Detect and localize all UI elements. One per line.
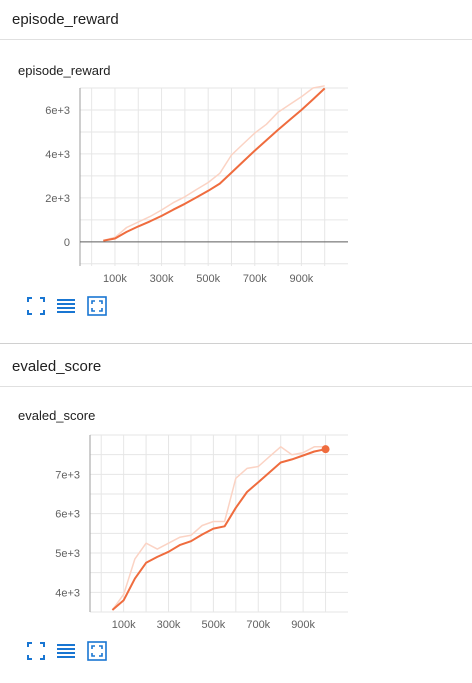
x-tick-label: 700k bbox=[243, 273, 267, 285]
chart-title: episode_reward bbox=[18, 63, 111, 78]
raw-series-line bbox=[111, 446, 326, 611]
y-tick-label: 2e+3 bbox=[45, 193, 70, 205]
x-tick-label: 700k bbox=[246, 619, 270, 631]
episode-reward-chart[interactable]: 0 2e+3 4e+3 6e+3 100k 300k 500k 700k 900k bbox=[0, 0, 472, 300]
list-icon[interactable] bbox=[56, 641, 76, 661]
x-tick-label: 900k bbox=[291, 619, 315, 631]
fit-domain-icon[interactable] bbox=[87, 641, 107, 661]
y-tick-label: 6e+3 bbox=[45, 105, 70, 117]
section-header-episode-reward[interactable]: episode_reward bbox=[0, 0, 472, 40]
last-point-marker bbox=[321, 445, 330, 454]
expand-icon[interactable] bbox=[26, 641, 46, 661]
x-tick-label: 300k bbox=[150, 273, 174, 285]
smoothed-series-line bbox=[103, 87, 326, 242]
y-tick-label: 7e+3 bbox=[55, 469, 80, 481]
section-title: episode_reward bbox=[12, 11, 119, 28]
x-tick-label: 300k bbox=[157, 619, 181, 631]
list-icon[interactable] bbox=[56, 296, 76, 316]
smoothed-series-line bbox=[111, 448, 326, 611]
fit-domain-icon[interactable] bbox=[87, 296, 107, 316]
raw-series-line bbox=[103, 85, 325, 242]
x-tick-label: 500k bbox=[201, 619, 225, 631]
y-tick-label: 5e+3 bbox=[55, 548, 80, 560]
evaled-score-chart[interactable]: 4e+3 5e+3 6e+3 7e+3 100k 300k 500k 700k 900k bbox=[0, 0, 472, 640]
y-tick-label: 4e+3 bbox=[45, 149, 70, 161]
x-tick-label: 100k bbox=[112, 619, 136, 631]
x-tick-label: 900k bbox=[289, 273, 313, 285]
section-title: evaled_score bbox=[12, 358, 102, 375]
x-tick-label: 500k bbox=[196, 273, 220, 285]
y-tick-label: 6e+3 bbox=[55, 509, 80, 521]
section-header-evaled-score[interactable]: evaled_score bbox=[0, 343, 472, 387]
expand-icon[interactable] bbox=[26, 296, 46, 316]
x-tick-label: 100k bbox=[103, 273, 127, 285]
y-tick-label: 0 bbox=[64, 237, 70, 249]
y-tick-label: 4e+3 bbox=[55, 587, 80, 599]
chart-title: evaled_score bbox=[18, 408, 96, 423]
